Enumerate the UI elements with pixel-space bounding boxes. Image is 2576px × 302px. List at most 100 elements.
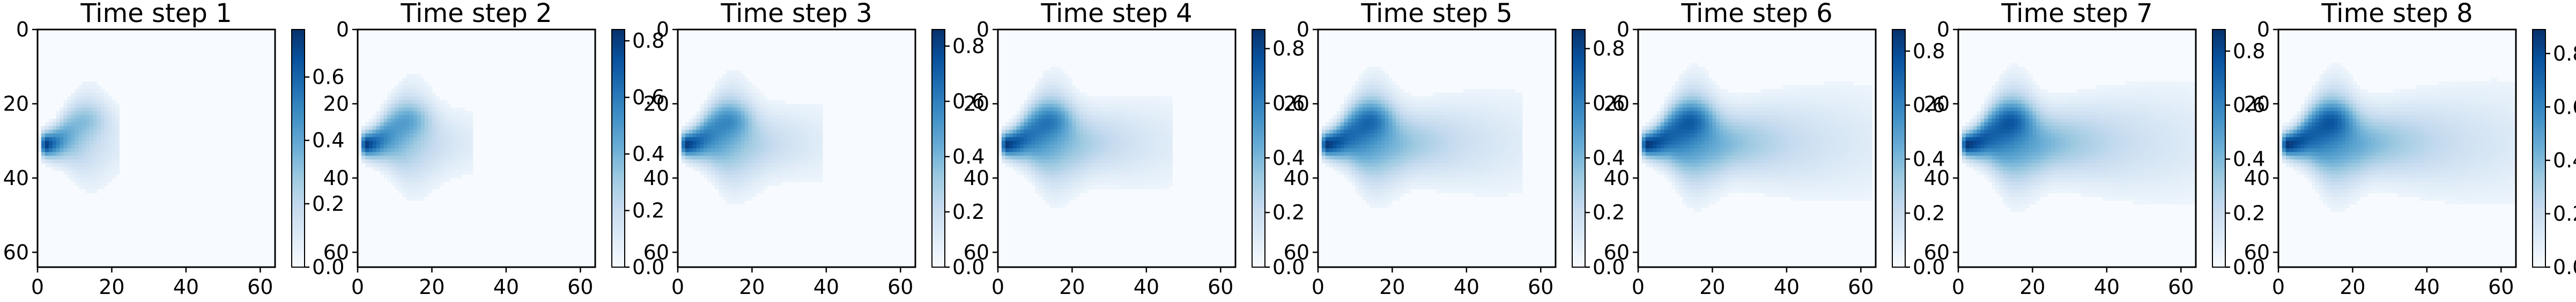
y-tick-label: 60 [3,240,29,264]
y-tick-label: 40 [1924,166,1950,190]
x-tick-label: 60 [247,275,273,299]
y-tick-label: 0 [2257,18,2270,41]
x-tick-label: 20 [1379,275,1405,299]
colorbar-tick-label: 0.6 [1593,91,1625,115]
colorbar-tick-label: 0.8 [1593,37,1625,61]
colorbar-tick-label: 0.0 [2553,255,2576,279]
x-tick-label: 60 [887,275,913,299]
colorbar-tick-label: 0.4 [1913,148,1945,171]
x-tick-label: 40 [1134,275,1159,299]
colorbar-tick-label: 0.0 [952,255,984,279]
colorbar-tick-label: 0.0 [1913,255,1945,279]
y-tick-label: 20 [3,92,29,115]
colorbar-tick-label: 0.0 [1272,255,1305,279]
colorbar-tick-label: 0.6 [312,65,344,89]
colorbar-tick-label: 0.4 [312,129,344,152]
panel-title-4: Time step 4 [1040,0,1192,28]
colorbar-tick-label: 0.6 [632,86,664,109]
heatmap-image-3 [678,30,915,267]
y-tick-label: 0 [1297,18,1309,41]
y-tick-label: 40 [323,166,349,190]
colorbar-tick-label: 0.2 [1913,201,1945,225]
axes-frame-7 [1957,28,2197,268]
x-tick-label: 60 [2488,275,2514,299]
colorbar-3 [931,29,945,268]
y-tick-label: 60 [1604,240,1630,264]
colorbar-tick-label: 0.8 [1913,39,1945,63]
colorbar-tick-label: 0.6 [1272,91,1305,115]
y-tick-label: 60 [2244,240,2270,264]
colorbar-tick-label: 0.6 [952,90,984,113]
colorbar-2 [611,29,625,268]
x-tick-label: 0 [991,275,1004,299]
colorbar-tick-label: 0.6 [2553,95,2576,119]
colorbar-tick-label: 0.8 [632,29,664,53]
colorbar-tick-label: 0.6 [1913,93,1945,117]
colorbar-tick-label: 0.4 [2233,148,2265,171]
y-tick-label: 60 [964,240,989,264]
heatmap-image-4 [998,30,1235,267]
axes-frame-5 [1317,28,1557,268]
x-tick-label: 0 [2272,275,2285,299]
x-tick-label: 40 [493,275,519,299]
axes-frame-8 [2277,28,2517,268]
colorbar-5 [1572,29,1586,268]
y-tick-label: 40 [1284,166,1309,190]
y-tick-label: 40 [964,166,989,190]
heatmap-image-8 [2278,30,2516,267]
colorbar-tick-label: 0.8 [2233,39,2265,63]
heatmap-image-1 [38,30,275,267]
x-tick-label: 60 [1848,275,1874,299]
colorbar-7 [2212,29,2226,268]
x-tick-label: 20 [1059,275,1085,299]
y-tick-label: 20 [1924,92,1950,115]
x-tick-label: 20 [419,275,445,299]
colorbar-tick-label: 0.8 [1272,37,1305,61]
panel-title-7: Time step 7 [2001,0,2152,28]
x-tick-label: 20 [99,275,124,299]
x-tick-label: 0 [351,275,364,299]
colorbar-1 [291,29,305,268]
colorbar-6 [1892,29,1906,268]
colorbar-tick-label: 0.4 [1272,146,1305,170]
axes-frame-6 [1637,28,1877,268]
y-tick-label: 0 [976,18,989,41]
x-tick-label: 60 [1208,275,1233,299]
colorbar-tick-label: 0.0 [312,255,344,279]
colorbar-8 [2532,29,2546,268]
y-tick-label: 0 [16,18,29,41]
heatmap-image-2 [358,30,595,267]
y-tick-label: 60 [1284,240,1309,264]
x-tick-label: 60 [1528,275,1553,299]
y-tick-label: 40 [1604,166,1630,190]
y-tick-label: 40 [3,166,29,190]
x-tick-label: 0 [1632,275,1645,299]
y-tick-label: 40 [2244,166,2270,190]
y-tick-label: 0 [336,18,349,41]
colorbar-4 [1252,29,1265,268]
y-tick-label: 0 [656,18,669,41]
x-tick-label: 40 [1774,275,1800,299]
y-tick-label: 0 [1617,18,1630,41]
colorbar-tick-label: 0.0 [2233,255,2265,279]
x-tick-label: 60 [567,275,593,299]
panel-title-3: Time step 3 [720,0,872,28]
colorbar-tick-label: 0.8 [952,34,984,58]
x-tick-label: 20 [1699,275,1725,299]
x-tick-label: 40 [813,275,839,299]
colorbar-tick-label: 0.0 [632,255,664,279]
axes-frame-1 [36,28,276,268]
colorbar-tick-label: 0.6 [2233,93,2265,117]
x-tick-label: 20 [2340,275,2365,299]
y-tick-label: 60 [323,240,349,264]
axes-frame-4 [997,28,1237,268]
y-tick-label: 60 [1924,240,1950,264]
y-tick-label: 20 [643,92,669,115]
heatmap-image-7 [1958,30,2196,267]
x-tick-label: 20 [2019,275,2045,299]
colorbar-tick-label: 0.4 [1593,146,1625,170]
panel-title-2: Time step 2 [400,0,552,28]
colorbar-tick-label: 0.2 [1272,201,1305,224]
colorbar-tick-label: 0.8 [2553,42,2576,65]
